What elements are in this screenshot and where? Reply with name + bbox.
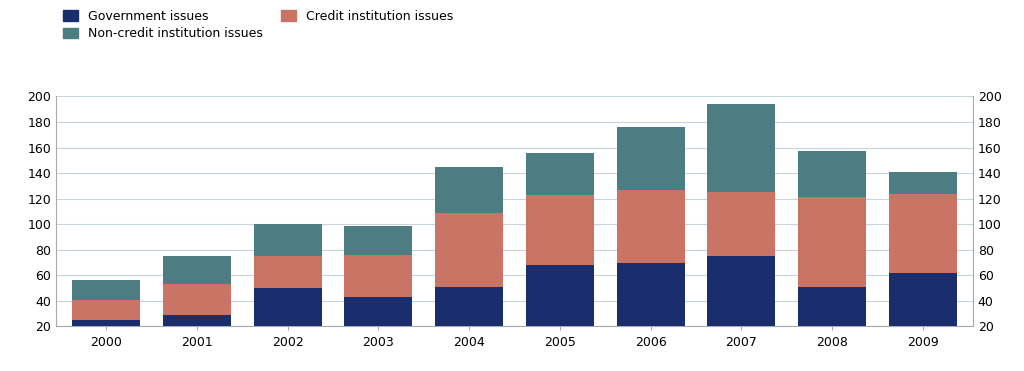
Bar xyxy=(163,256,231,284)
Bar xyxy=(526,195,594,265)
Bar xyxy=(344,297,413,352)
Bar xyxy=(344,255,413,297)
Bar xyxy=(889,273,956,352)
Bar xyxy=(526,153,594,195)
Bar xyxy=(889,194,956,273)
Legend: Government issues, Non-credit institution issues, Credit institution issues, : Government issues, Non-credit institutio… xyxy=(62,10,454,40)
Bar xyxy=(616,263,685,352)
Bar xyxy=(435,167,503,213)
Bar xyxy=(889,172,956,194)
Bar xyxy=(73,300,140,320)
Bar xyxy=(616,190,685,263)
Bar xyxy=(798,287,866,352)
Bar xyxy=(435,213,503,287)
Bar xyxy=(435,287,503,352)
Bar xyxy=(708,256,775,352)
Bar xyxy=(708,192,775,256)
Bar xyxy=(616,127,685,190)
Bar xyxy=(254,224,322,256)
Bar xyxy=(526,265,594,352)
Bar xyxy=(708,104,775,192)
Bar xyxy=(254,288,322,352)
Bar xyxy=(798,197,866,287)
Bar xyxy=(163,315,231,352)
Bar xyxy=(73,320,140,352)
Bar xyxy=(163,284,231,315)
Bar xyxy=(254,256,322,288)
Bar xyxy=(344,226,413,255)
Bar xyxy=(798,151,866,197)
Bar xyxy=(73,280,140,300)
